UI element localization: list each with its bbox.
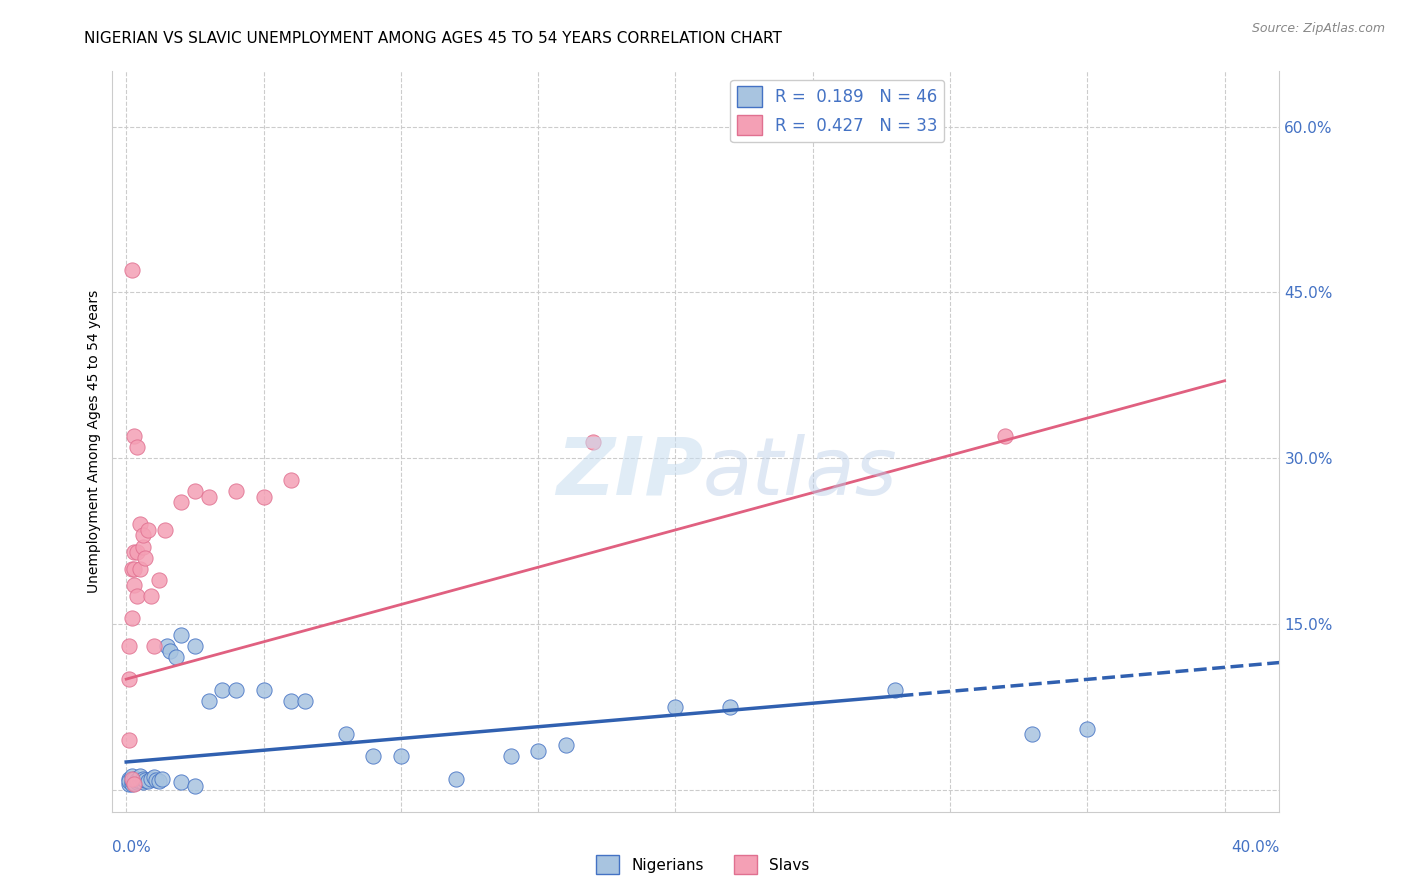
Point [389, 749, 412, 764]
Point [527, 744, 550, 758]
Point [127, 545, 149, 559]
Point [664, 699, 686, 714]
Point [1076, 722, 1098, 736]
Point [718, 699, 741, 714]
Point [124, 776, 146, 790]
Point [131, 775, 153, 789]
Point [280, 694, 302, 708]
Point [184, 484, 207, 499]
Point [118, 639, 141, 653]
Point [582, 434, 605, 449]
Point [124, 429, 146, 443]
Point [148, 773, 170, 788]
Point [197, 694, 219, 708]
Y-axis label: Unemployment Among Ages 45 to 54 years: Unemployment Among Ages 45 to 54 years [87, 290, 101, 593]
Point [170, 628, 193, 642]
Point [170, 775, 193, 789]
Point [118, 732, 141, 747]
Point [170, 495, 193, 509]
Point [145, 772, 167, 787]
Point [142, 639, 165, 653]
Point [131, 540, 153, 554]
Point [124, 545, 146, 559]
Point [252, 490, 274, 504]
Point [184, 639, 207, 653]
Point [124, 578, 146, 592]
Point [121, 773, 143, 788]
Point [1021, 727, 1043, 741]
Point [225, 683, 247, 698]
Point [197, 490, 219, 504]
Point [994, 429, 1017, 443]
Point [127, 589, 149, 603]
Point [121, 611, 143, 625]
Point [165, 650, 187, 665]
Point [124, 777, 146, 791]
Point [129, 769, 152, 783]
Point [211, 683, 233, 698]
Point [118, 777, 141, 791]
Point [136, 773, 159, 788]
Point [159, 644, 181, 658]
Point [444, 772, 467, 786]
Point [184, 780, 207, 794]
Point [134, 772, 156, 787]
Legend: Nigerians, Slavs: Nigerians, Slavs [591, 849, 815, 880]
Point [150, 772, 173, 786]
Point [131, 528, 153, 542]
Point [131, 772, 153, 786]
Text: 40.0%: 40.0% [1232, 840, 1279, 855]
Legend: R =  0.189   N = 46, R =  0.427   N = 33: R = 0.189 N = 46, R = 0.427 N = 33 [730, 79, 945, 142]
Point [554, 739, 576, 753]
Point [121, 561, 143, 575]
Point [127, 775, 149, 789]
Point [225, 484, 247, 499]
Point [153, 523, 176, 537]
Point [134, 550, 156, 565]
Point [118, 672, 141, 686]
Text: Source: ZipAtlas.com: Source: ZipAtlas.com [1251, 22, 1385, 36]
Point [121, 769, 143, 783]
Point [129, 561, 152, 575]
Point [121, 772, 143, 786]
Point [127, 440, 149, 454]
Point [156, 639, 179, 653]
Point [121, 263, 143, 277]
Point [129, 773, 152, 788]
Point [118, 773, 141, 788]
Point [252, 683, 274, 698]
Point [294, 694, 316, 708]
Point [121, 777, 143, 791]
Point [127, 772, 149, 787]
Point [280, 473, 302, 487]
Text: 0.0%: 0.0% [112, 840, 152, 855]
Point [124, 772, 146, 786]
Point [335, 727, 357, 741]
Text: NIGERIAN VS SLAVIC UNEMPLOYMENT AMONG AGES 45 TO 54 YEARS CORRELATION CHART: NIGERIAN VS SLAVIC UNEMPLOYMENT AMONG AG… [84, 31, 782, 46]
Text: ZIP: ZIP [555, 434, 703, 512]
Point [129, 517, 152, 532]
Point [118, 772, 141, 786]
Point [136, 523, 159, 537]
Point [139, 772, 162, 786]
Point [884, 683, 907, 698]
Text: atlas: atlas [703, 434, 898, 512]
Point [124, 561, 146, 575]
Point [499, 749, 522, 764]
Point [363, 749, 385, 764]
Point [139, 589, 162, 603]
Point [148, 573, 170, 587]
Point [142, 771, 165, 785]
